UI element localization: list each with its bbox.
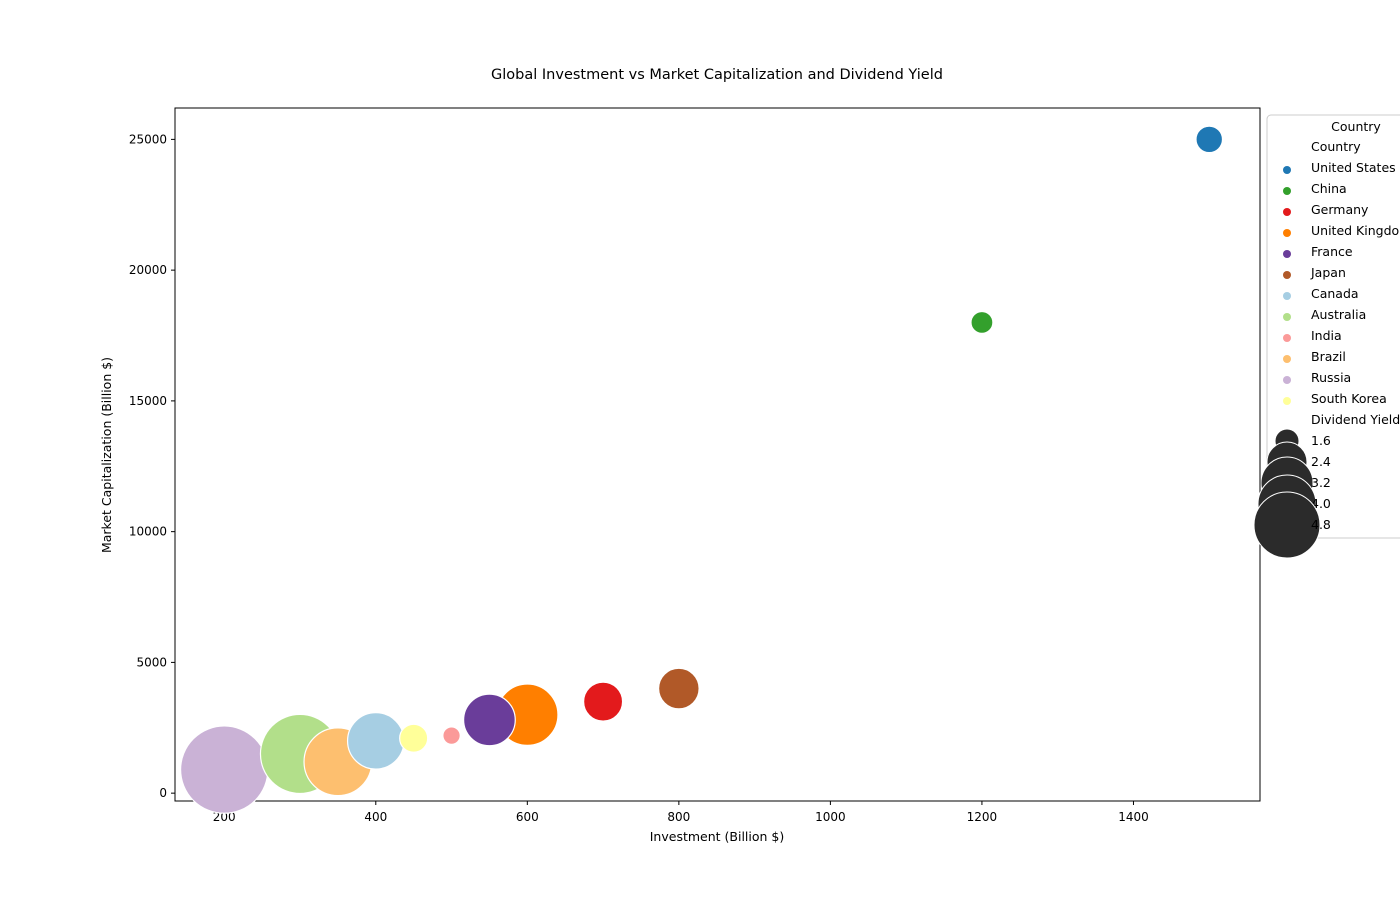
legend-hue-header: Country	[1311, 139, 1361, 154]
legend-size-marker	[1253, 491, 1321, 559]
chart-title: Global Investment vs Market Capitalizati…	[491, 67, 943, 83]
legend-marker	[1283, 313, 1291, 321]
legend-size-label: 2.4	[1311, 454, 1331, 469]
legend-size-label: 1.6	[1311, 433, 1331, 448]
legend-marker	[1283, 229, 1291, 237]
data-point-germany	[583, 681, 624, 722]
legend-item-label: China	[1311, 181, 1347, 196]
legend-item-label: Japan	[1310, 265, 1346, 280]
legend-item-label: South Korea	[1311, 391, 1387, 406]
y-tick-label: 0	[159, 786, 167, 800]
legend-marker	[1283, 271, 1291, 279]
x-axis-label: Investment (Billion $)	[650, 829, 785, 844]
y-tick-label: 10000	[129, 525, 167, 539]
x-tick-label: 600	[516, 810, 539, 824]
y-axis-label: Market Capitalization (Billion $)	[99, 357, 114, 553]
data-point-united-states	[1195, 125, 1224, 154]
legend-size-label: 4.8	[1311, 517, 1331, 532]
legend-item-label: Russia	[1311, 370, 1351, 385]
legend-item-label: United Kingdom	[1311, 223, 1400, 238]
data-point-india	[442, 726, 461, 745]
legend-marker	[1283, 355, 1291, 363]
data-point-china	[970, 310, 994, 334]
x-tick-label: 400	[364, 810, 387, 824]
x-tick-label: 1200	[967, 810, 998, 824]
data-point-france	[463, 693, 516, 747]
legend-marker	[1283, 250, 1291, 258]
legend: Country Country United States China Germany U…	[1253, 114, 1400, 559]
legend-item-label: Canada	[1311, 286, 1359, 301]
legend-marker	[1283, 334, 1291, 342]
legend-marker	[1283, 208, 1291, 216]
legend-item-label: Australia	[1311, 307, 1366, 322]
data-point-russia	[179, 725, 269, 814]
legend-size-header: Dividend Yield	[1311, 412, 1400, 427]
legend-marker	[1283, 376, 1291, 384]
legend-marker	[1283, 187, 1291, 195]
legend-size-label: 3.2	[1311, 475, 1331, 490]
data-point-japan	[657, 667, 700, 710]
legend-marker	[1283, 292, 1291, 300]
y-tick-label: 20000	[129, 263, 167, 277]
legend-title: Country	[1331, 119, 1381, 134]
legend-marker	[1283, 397, 1291, 405]
plot-area: 200 400 600 800 1000 1200 14000500010000150002…	[129, 107, 1261, 824]
legend-item-label: France	[1311, 244, 1353, 259]
y-tick-label: 25000	[129, 132, 167, 146]
legend-frame	[1266, 114, 1400, 539]
legend-item-label: Germany	[1311, 202, 1369, 217]
legend-item-label: United States	[1311, 160, 1396, 175]
y-tick-label: 15000	[129, 394, 167, 408]
x-tick-label: 800	[667, 810, 690, 824]
legend-item-label: India	[1311, 328, 1342, 343]
data-point-canada	[346, 712, 405, 770]
x-tick-label: 1000	[815, 810, 846, 824]
data-point-south-korea	[399, 723, 429, 753]
x-tick-label: 1400	[1118, 810, 1149, 824]
plot-frame	[174, 107, 1261, 802]
legend-item-label: Brazil	[1311, 349, 1346, 364]
legend-marker	[1283, 166, 1291, 174]
legend-size-label: 4.0	[1311, 496, 1331, 511]
y-tick-label: 5000	[136, 655, 167, 669]
